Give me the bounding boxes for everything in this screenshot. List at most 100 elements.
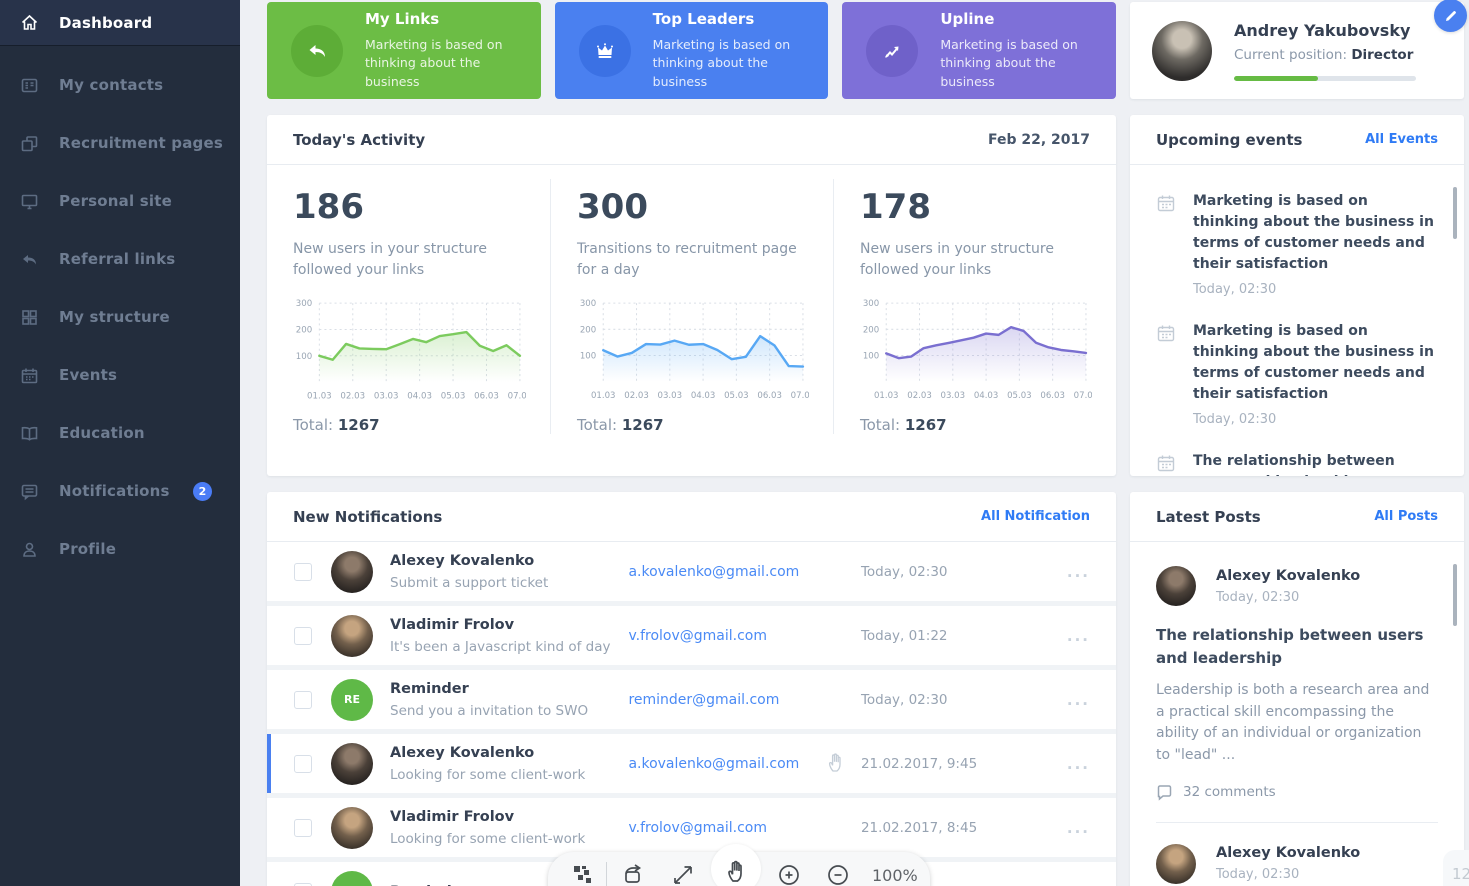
svg-text:05.03: 05.03: [441, 391, 466, 401]
row-menu-button[interactable]: ...: [1066, 562, 1090, 581]
row-menu-button[interactable]: ...: [1066, 690, 1090, 709]
card-title: My Links: [365, 10, 440, 29]
svg-text:03.03: 03.03: [374, 391, 399, 401]
sidebar-item-notifications[interactable]: Notifications 2: [0, 462, 240, 520]
top-leaders-card[interactable]: Top Leaders Marketing is based on thinki…: [554, 2, 829, 99]
row-checkbox[interactable]: [294, 690, 312, 709]
my-links-card[interactable]: My Links Marketing is based on thinking …: [267, 2, 541, 99]
stat-label: New users in your structure followed you…: [860, 241, 1054, 278]
main-content: My Links Marketing is based on thinking …: [240, 0, 1469, 886]
monitor-icon: [21, 194, 38, 209]
svg-text:200: 200: [580, 325, 596, 335]
row-checkbox[interactable]: [294, 818, 312, 837]
sidebar-item-my-structure[interactable]: My structure: [0, 288, 240, 346]
row-menu-button[interactable]: ...: [1066, 626, 1090, 645]
notification-subject: Send you a invitation to SWO: [390, 702, 589, 719]
sidebar-item-label: Education: [59, 424, 145, 442]
profile-position: Current position: Director: [1234, 46, 1414, 63]
sidebar-item-label: Personal site: [59, 192, 172, 210]
sidebar-item-events[interactable]: Events: [0, 346, 240, 404]
resize-icon[interactable]: [670, 862, 696, 886]
all-posts-link[interactable]: All Posts: [1374, 509, 1438, 524]
events-title: Upcoming events: [1156, 130, 1303, 149]
sidebar-item-profile[interactable]: Profile: [0, 520, 240, 578]
event-item[interactable]: Marketing is based on thinking about the…: [1156, 191, 1438, 297]
contacts-icon: [21, 78, 38, 92]
stat-label: Transitions to recruitment page for a da…: [577, 241, 797, 278]
all-notification-link[interactable]: All Notification: [981, 509, 1090, 524]
sidebar-item-label: My contacts: [59, 76, 164, 94]
event-item[interactable]: Marketing is based on thinking about the…: [1156, 321, 1438, 427]
post-comments[interactable]: 32 comments: [1156, 784, 1438, 801]
svg-text:05.03: 05.03: [724, 391, 749, 401]
stat-transitions: 300 Transitions to recruitment page for …: [550, 179, 833, 435]
sender-email[interactable]: v.frolov@gmail.com: [628, 627, 768, 644]
avatar: [1156, 566, 1196, 606]
grid-icon: [22, 309, 37, 325]
sidebar-item-referral-links[interactable]: Referral links: [0, 230, 240, 288]
svg-text:06.03: 06.03: [757, 391, 782, 401]
hand-tool-icon[interactable]: [723, 858, 749, 886]
posts-scrollbar-thumb[interactable]: [1453, 564, 1457, 626]
event-title: Marketing is based on thinking about the…: [1193, 323, 1434, 402]
fit-pixels-icon[interactable]: [570, 862, 596, 886]
post-title[interactable]: The relationship between users and leade…: [1156, 626, 1424, 667]
svg-text:300: 300: [863, 299, 879, 309]
notification-row[interactable]: Alexey Kovalenko Submit a support ticket…: [267, 542, 1116, 601]
all-events-link[interactable]: All Events: [1365, 132, 1438, 147]
svg-text:300: 300: [580, 299, 596, 309]
svg-text:07.03: 07.03: [791, 391, 809, 401]
sender-email[interactable]: reminder@gmail.com: [628, 691, 780, 708]
notification-row[interactable]: Vladimir Frolov Looking for some client-…: [267, 798, 1116, 857]
row-menu-button[interactable]: ...: [1066, 754, 1090, 773]
calendar-icon: [1156, 323, 1176, 427]
post-excerpt: Leadership is both a research area and a…: [1156, 682, 1430, 764]
sidebar-item-label: Dashboard: [59, 13, 153, 32]
edit-profile-button[interactable]: [1434, 0, 1467, 32]
events-scrollbar-thumb[interactable]: [1453, 187, 1457, 239]
event-time: Today, 02:30: [1193, 282, 1277, 297]
event-item[interactable]: The relationship between users and leade…: [1156, 451, 1438, 476]
sidebar-item-personal-site[interactable]: Personal site: [0, 172, 240, 230]
profile-name: Andrey Yakubovsky: [1234, 20, 1411, 40]
svg-text:200: 200: [863, 325, 879, 335]
zoom-in-icon[interactable]: [776, 862, 802, 886]
trend-up-icon: [885, 46, 899, 58]
card-desc: Marketing is based on thinking about the…: [940, 37, 1078, 89]
sender-email[interactable]: a.kovalenko@gmail.com: [628, 751, 861, 777]
row-menu-button[interactable]: ...: [1066, 818, 1090, 837]
sidebar-item-education[interactable]: Education: [0, 404, 240, 462]
avatar: [331, 550, 373, 593]
zoom-out-icon[interactable]: [825, 862, 851, 886]
notification-row-selected[interactable]: Alexey Kovalenko Looking for some client…: [267, 734, 1116, 793]
upline-card[interactable]: Upline Marketing is based on thinking ab…: [842, 2, 1116, 99]
avatar: [1156, 843, 1196, 884]
sidebar-item-label: Events: [59, 366, 118, 384]
rotate-icon[interactable]: [620, 862, 646, 886]
notification-row[interactable]: Vladimir Frolov It's been a Javascript k…: [267, 606, 1116, 665]
promo-cards-row: My Links Marketing is based on thinking …: [267, 2, 1116, 99]
svg-text:03.03: 03.03: [941, 391, 966, 401]
row-checkbox[interactable]: [294, 626, 312, 645]
sender-email[interactable]: v.frolov@gmail.com: [628, 819, 768, 836]
row-checkbox[interactable]: [294, 562, 312, 581]
sidebar-item-my-contacts[interactable]: My contacts: [0, 56, 240, 114]
pencil-icon: [1445, 10, 1456, 21]
post-time: Today, 02:30: [1216, 867, 1300, 883]
row-checkbox[interactable]: [294, 754, 312, 773]
profile-card: Andrey Yakubovsky Current position: Dire…: [1130, 0, 1467, 99]
sender-name: Vladimir Frolov: [390, 616, 515, 633]
svg-text:02.03: 02.03: [340, 391, 365, 401]
svg-text:100: 100: [580, 352, 596, 362]
row-checkbox[interactable]: [294, 882, 312, 886]
stat-new-users-left: 186 New users in your structure followed…: [267, 179, 550, 434]
book-icon: [21, 426, 38, 441]
notification-row[interactable]: RE Reminder Send you a invitation to SWO…: [267, 670, 1116, 729]
sender-email[interactable]: a.kovalenko@gmail.com: [628, 563, 800, 580]
notifications-count-badge: 2: [193, 481, 212, 501]
card-title: Top Leaders: [652, 10, 755, 29]
todays-activity-panel: Today's Activity Feb 22, 2017 186 New us…: [267, 115, 1116, 476]
sidebar-item-dashboard[interactable]: Dashboard: [0, 0, 240, 46]
sidebar-item-recruitment-pages[interactable]: Recruitment pages: [0, 114, 240, 172]
